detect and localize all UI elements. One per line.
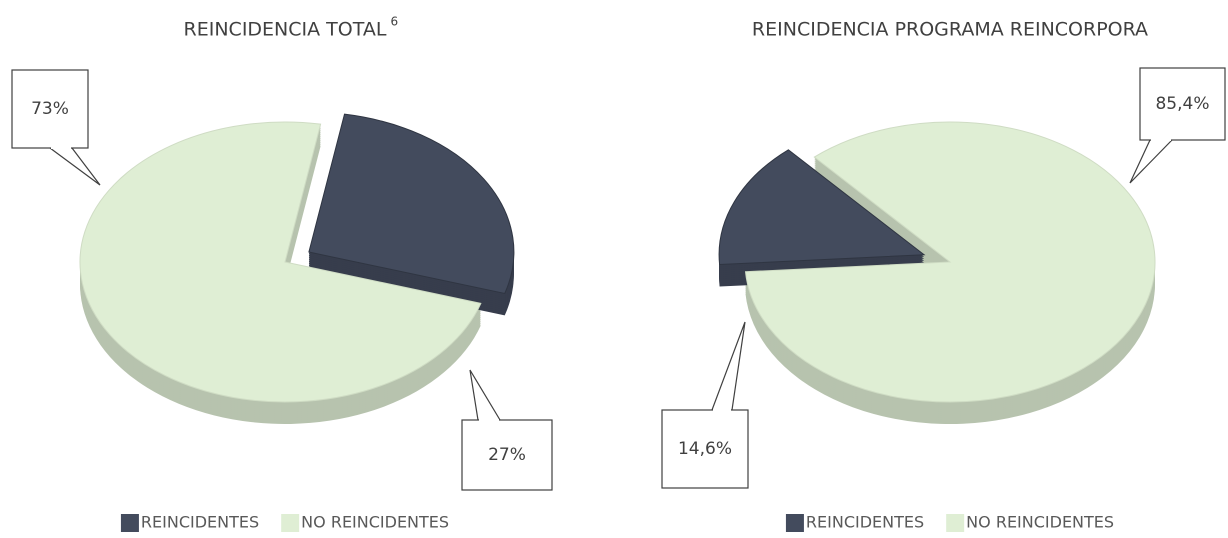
- slice: [308, 113, 515, 295]
- callout-box: [661, 409, 749, 489]
- title-note: 6: [390, 15, 398, 29]
- pie-chart: REINCIDENCIA PROGRAMA REINCORPORA 14,6% 85…: [661, 19, 1226, 532]
- legend-label: REINCIDENTES: [141, 513, 259, 532]
- legend-swatch: [785, 514, 804, 532]
- legend-label: NO REINCIDENTES: [966, 513, 1114, 532]
- callout-box: [11, 69, 89, 149]
- legend-swatch: [120, 514, 139, 532]
- callout-pointer: [469, 369, 502, 421]
- slice: [79, 121, 482, 403]
- chart-title: REINCIDENCIA PROGRAMA REINCORPORA: [752, 19, 1148, 41]
- callout-box: [461, 419, 553, 491]
- slice: [718, 149, 926, 266]
- data-label: 14,6%: [678, 439, 732, 459]
- legend-label: NO REINCIDENTES: [301, 513, 449, 532]
- callout-pointer: [711, 321, 746, 411]
- data-label: 85,4%: [1155, 94, 1209, 114]
- legend-swatch: [946, 514, 965, 532]
- callout-pointer: [1129, 139, 1174, 184]
- callout-box: [1139, 67, 1226, 141]
- legend-swatch: [281, 514, 300, 532]
- data-label: 73%: [31, 99, 69, 119]
- pie-chart: REINCIDENCIA TOTAL 6 27% 73% REINCIDENTES NO …: [11, 15, 553, 532]
- data-label: 27%: [488, 445, 526, 465]
- slice: [744, 121, 1156, 403]
- callout-pointer: [48, 147, 101, 186]
- legend-label: REINCIDENTES: [806, 513, 924, 532]
- chart-title: REINCIDENCIA TOTAL: [184, 19, 387, 41]
